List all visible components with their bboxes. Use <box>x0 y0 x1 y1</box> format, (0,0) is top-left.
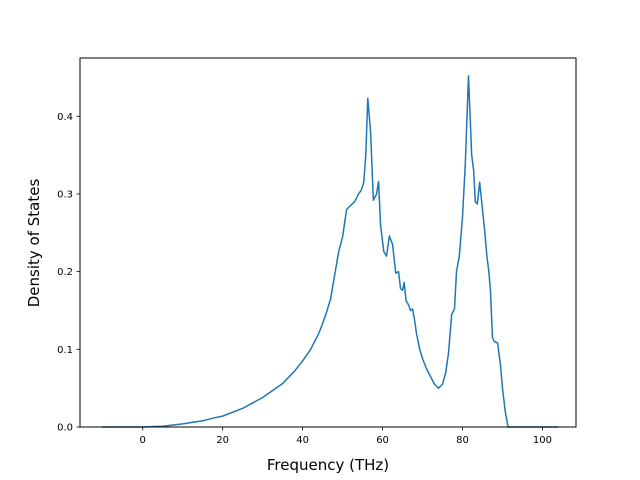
series-layer <box>102 75 558 428</box>
y-tick-label: 0.2 <box>57 267 73 278</box>
y-axis: 0.0 0.1 0.2 0.3 0.4 <box>57 112 80 434</box>
plot-area <box>80 58 576 427</box>
plot-frame <box>79 57 577 428</box>
y-tick-label: 0.4 <box>57 112 73 123</box>
y-tick-label: 0.3 <box>57 189 73 200</box>
x-tick-label: 0 <box>140 435 146 446</box>
x-tick-label: 60 <box>376 435 389 446</box>
x-tick-label: 100 <box>533 435 552 446</box>
x-axis: 0 20 40 60 80 100 <box>140 427 552 446</box>
x-tick-label: 80 <box>456 435 469 446</box>
x-axis-label: Frequency (THz) <box>267 456 389 474</box>
dos-series-line <box>102 75 558 428</box>
x-tick-label: 20 <box>216 435 229 446</box>
y-tick-label: 0.1 <box>57 345 73 356</box>
y-axis-label: Density of States <box>25 179 43 308</box>
x-tick-label: 40 <box>296 435 309 446</box>
y-tick-label: 0.0 <box>57 423 73 434</box>
